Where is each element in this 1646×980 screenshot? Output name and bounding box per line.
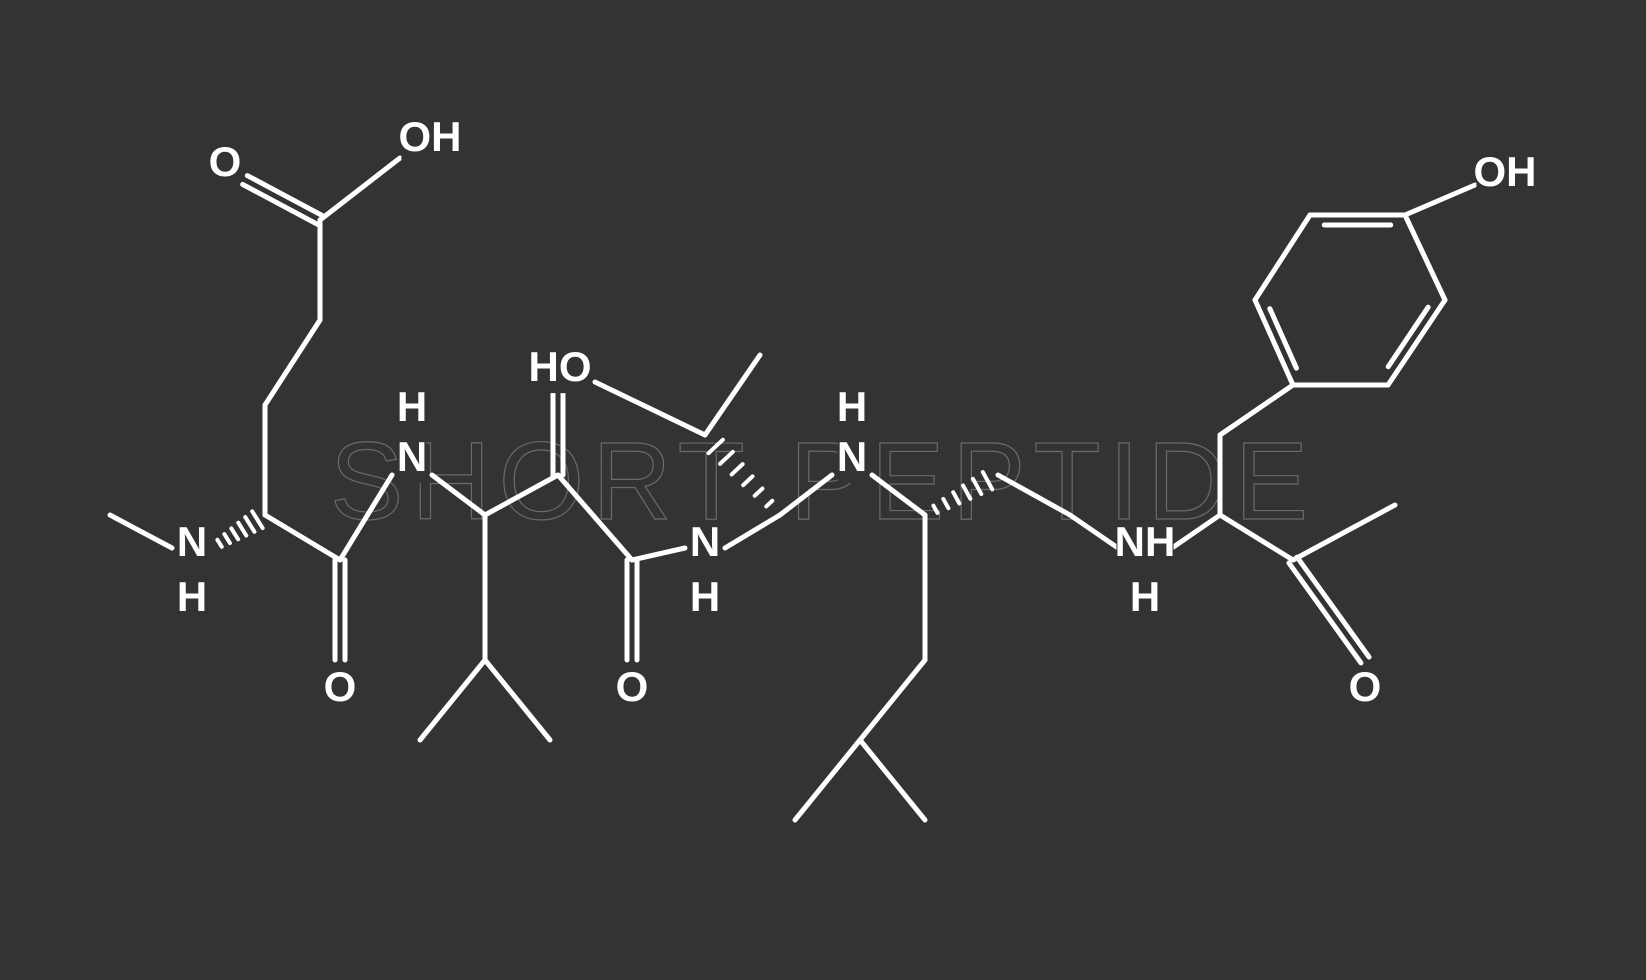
atom-label-lbl-N1: N [177,518,207,565]
atom-label-lbl-O4: O [1349,663,1382,710]
atom-label-lbl-N3: N [690,518,720,565]
atom-label-lbl-N4: N [837,433,867,480]
atom-label-lbl-N2: N [397,433,427,480]
atom-label-lbl-H4: H [837,383,867,430]
atom-label-lbl-OH2: OH [1474,148,1537,195]
atom-label-lbl-O1: O [209,138,242,185]
atom-label-lbl-HO: HO [529,343,592,390]
atom-label-lbl-H2: H [397,383,427,430]
molecule-diagram: SHORT PEPTIDE OOHNHONHHOONHNHNHHOOH [0,0,1646,980]
atom-label-lbl-H3: H [690,573,720,620]
atom-label-lbl-O3: O [616,663,649,710]
atom-label-lbl-H1: H [177,573,207,620]
atom-label-lbl-OH1: OH [399,113,462,160]
atom-label-lbl-O2: O [324,663,357,710]
atom-label-lbl-H5: H [1130,573,1160,620]
atom-label-lbl-NH: NH [1115,518,1176,565]
